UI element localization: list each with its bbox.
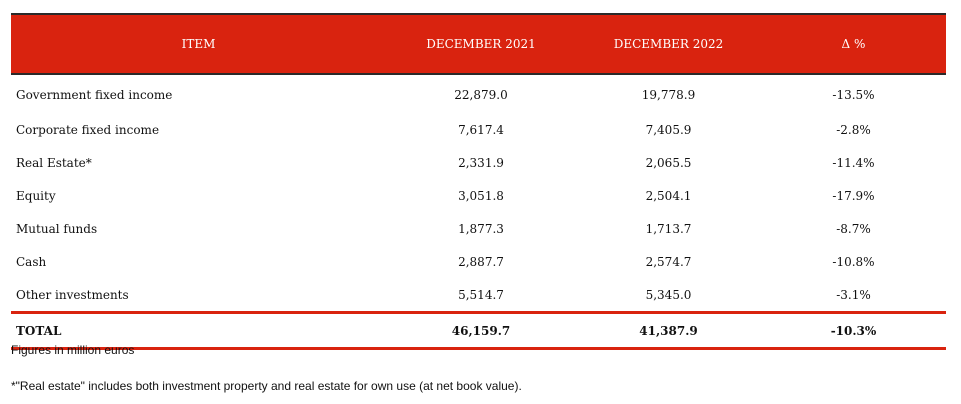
row-value-2022: 2,065.5 [645, 155, 692, 170]
table-body: Government fixed income 22,879.0 19,778.… [11, 74, 946, 350]
table-row: Cash 2,887.7 2,574.7 -10.8% [11, 245, 946, 278]
row-value-2021: 2,331.9 [458, 155, 504, 170]
row-value-2021: 3,051.8 [458, 188, 504, 203]
row-value-2022: 19,778.9 [641, 88, 696, 102]
row-value-2021: 5,514.7 [458, 287, 504, 302]
row-item-label: Cash [16, 254, 47, 269]
row-value-2022: 1,713.7 [645, 221, 692, 236]
table-row: Mutual funds 1,877.3 1,713.7 -8.7% [11, 212, 946, 245]
column-header-delta-percent: Δ % [761, 13, 946, 75]
row-item-label: Real Estate* [16, 155, 92, 170]
table-row: Other investments 5,514.7 5,345.0 -3.1% [11, 278, 946, 313]
total-value-2021: 46,159.7 [386, 311, 576, 350]
table-row: Corporate fixed income 7,617.4 7,405.9 -… [11, 113, 946, 146]
total-value-2022: 41,387.9 [576, 311, 761, 350]
total-delta-percent: -10.3% [761, 311, 946, 350]
column-header-item: ITEM [11, 13, 386, 75]
row-delta-percent: -11.4% [832, 155, 875, 170]
row-item-label: Equity [16, 188, 56, 203]
row-delta-percent: -8.7% [836, 221, 871, 236]
table-row: Equity 3,051.8 2,504.1 -17.9% [11, 179, 946, 212]
row-delta-percent: -13.5% [832, 88, 875, 102]
row-value-2022: 5,345.0 [645, 287, 692, 302]
column-header-december-2022: DECEMBER 2022 [576, 13, 761, 75]
row-item-label: Mutual funds [16, 221, 98, 236]
investment-portfolio-table-container: ITEM DECEMBER 2021 DECEMBER 2022 Δ % Gov… [11, 13, 946, 350]
row-value-2021: 1,877.3 [458, 221, 504, 236]
row-item-label: Other investments [16, 287, 129, 302]
table-row: Real Estate* 2,331.9 2,065.5 -11.4% [11, 146, 946, 179]
column-header-december-2021: DECEMBER 2021 [386, 13, 576, 75]
investment-portfolio-table: ITEM DECEMBER 2021 DECEMBER 2022 Δ % Gov… [11, 13, 946, 350]
row-delta-percent: -17.9% [832, 188, 875, 203]
row-delta-percent: -10.8% [832, 254, 875, 269]
row-item-label: Government fixed income [16, 88, 173, 102]
total-label: TOTAL [11, 311, 386, 350]
row-value-2022: 7,405.9 [645, 122, 692, 137]
real-estate-footnote: *"Real estate" includes both investment … [11, 379, 522, 393]
row-delta-percent: -2.8% [836, 122, 871, 137]
row-value-2021: 22,879.0 [454, 88, 508, 102]
row-value-2022: 2,504.1 [645, 188, 692, 203]
row-value-2022: 2,574.7 [645, 254, 692, 269]
row-value-2021: 2,887.7 [458, 254, 504, 269]
table-row: Government fixed income 22,879.0 19,778.… [11, 74, 946, 113]
row-value-2021: 7,617.4 [458, 122, 504, 137]
units-note: Figures in million euros [11, 343, 135, 357]
table-header: ITEM DECEMBER 2021 DECEMBER 2022 Δ % [11, 13, 946, 75]
total-row: TOTAL 46,159.7 41,387.9 -10.3% [11, 311, 946, 350]
table-header-row: ITEM DECEMBER 2021 DECEMBER 2022 Δ % [11, 13, 946, 75]
row-item-label: Corporate fixed income [16, 122, 160, 137]
row-delta-percent: -3.1% [836, 287, 871, 302]
